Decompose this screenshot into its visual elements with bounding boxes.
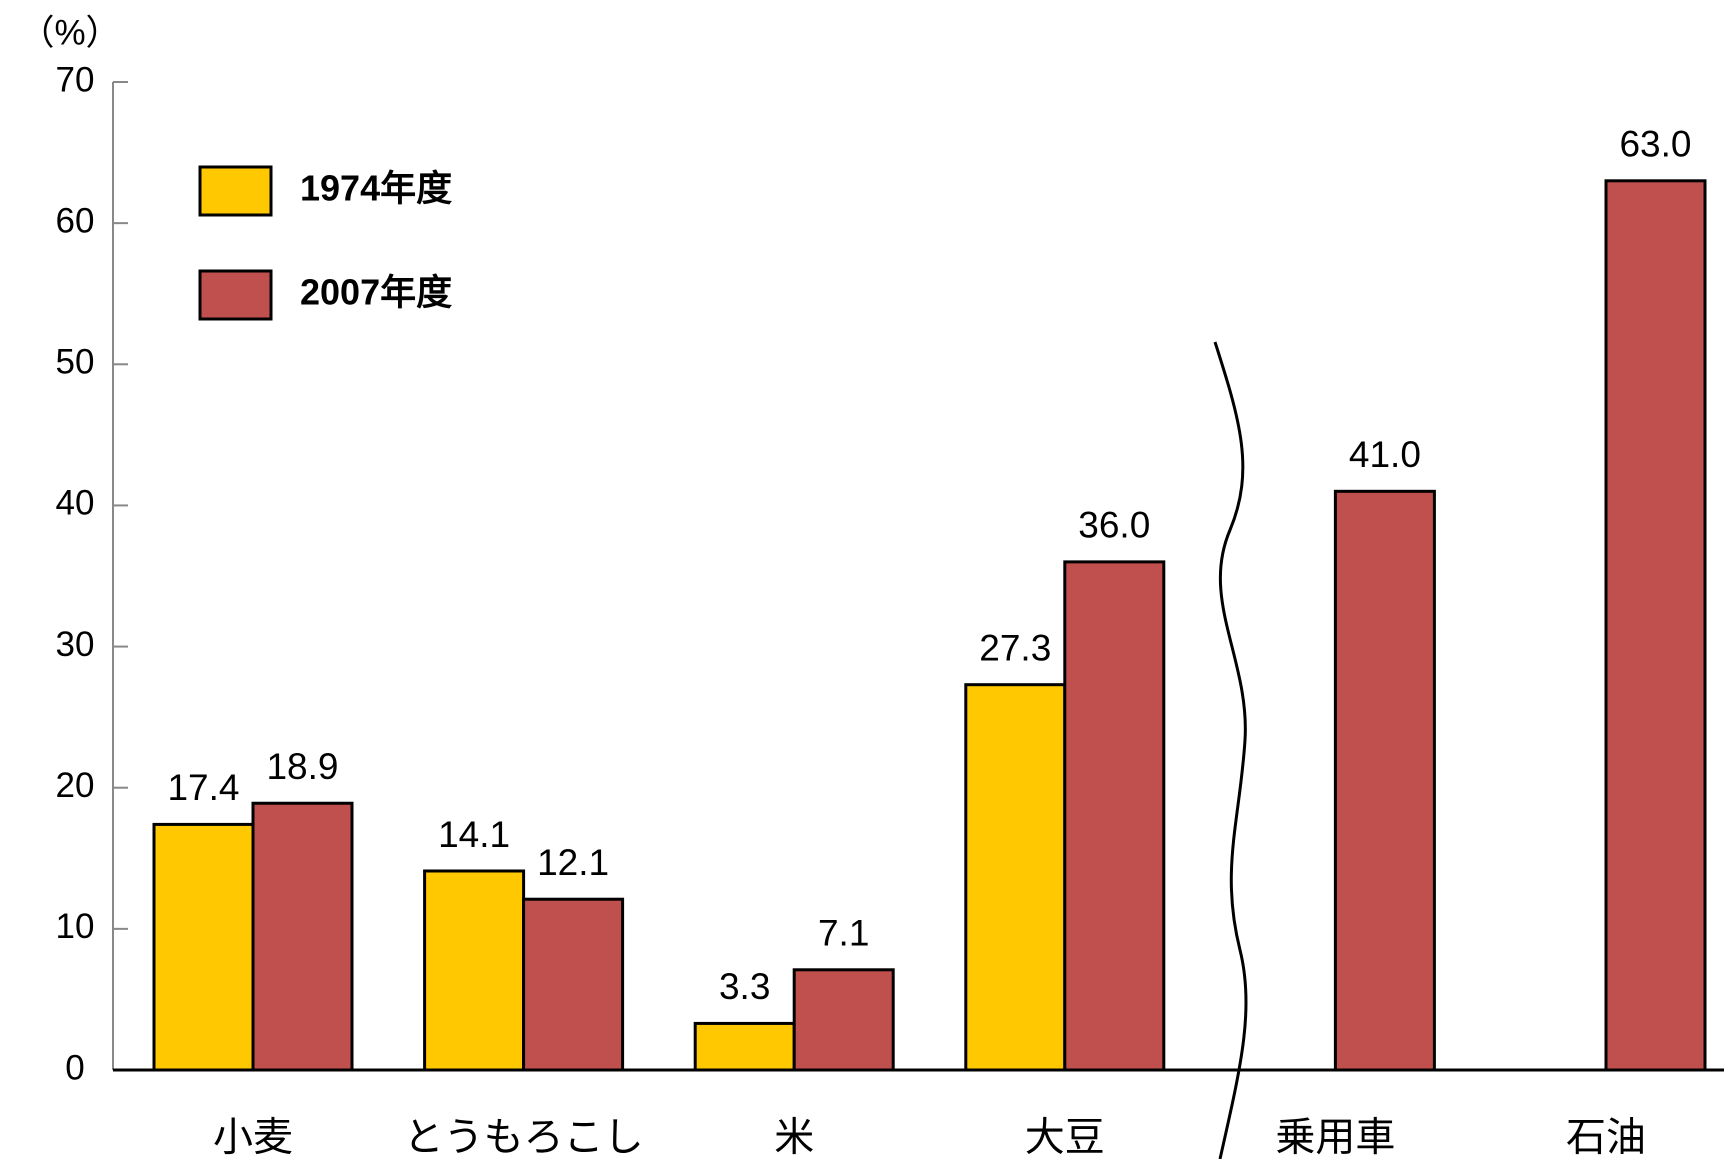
x-tick-label: 乗用車: [1275, 1116, 1395, 1159]
x-tick-label: 大豆: [1025, 1116, 1105, 1159]
x-tick-label: 石油: [1566, 1116, 1646, 1159]
y-tick-label: 40: [56, 484, 95, 523]
bar: [1063, 560, 1166, 1072]
value-label: 27.3: [979, 627, 1051, 668]
bar: [522, 897, 625, 1072]
bar: [251, 801, 354, 1072]
axis-break: [1213, 341, 1248, 1159]
value-label: 3.3: [719, 966, 770, 1007]
y-tick-label: 60: [56, 201, 95, 240]
legend-swatch: [198, 165, 273, 217]
value-label: 41.0: [1349, 434, 1421, 475]
bar: [152, 822, 255, 1072]
y-tick-label: 30: [56, 625, 95, 664]
bar: [693, 1021, 796, 1072]
y-tick-label: 50: [56, 343, 95, 382]
y-tick-label: 0: [65, 1048, 84, 1087]
x-tick-label: 米: [774, 1116, 814, 1159]
bar: [792, 968, 895, 1072]
bar: [1604, 179, 1707, 1072]
legend-label: 2007年度: [300, 272, 452, 313]
x-tick-label: とうもろこし: [404, 1116, 644, 1159]
legend-swatch: [198, 269, 273, 321]
value-label: 36.0: [1078, 505, 1150, 546]
bar: [423, 869, 526, 1072]
y-tick-label: 20: [56, 766, 95, 805]
value-label: 12.1: [537, 842, 609, 883]
bar: [964, 683, 1067, 1072]
y-tick-label: 70: [56, 60, 95, 99]
y-tick-label: 10: [56, 907, 95, 946]
value-label: 7.1: [818, 913, 869, 954]
y-axis-label: （%）: [19, 13, 120, 52]
x-tick-label: 小麦: [213, 1116, 293, 1159]
bar: [1333, 489, 1436, 1072]
value-label: 18.9: [266, 746, 338, 787]
value-label: 63.0: [1619, 124, 1691, 165]
value-label: 17.4: [167, 767, 239, 808]
legend-label: 1974年度: [300, 168, 452, 209]
value-label: 14.1: [438, 814, 510, 855]
